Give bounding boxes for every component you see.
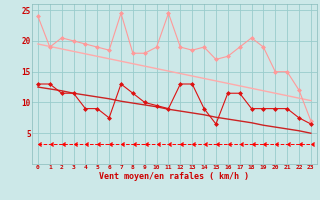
X-axis label: Vent moyen/en rafales ( km/h ): Vent moyen/en rafales ( km/h ) xyxy=(100,172,249,181)
